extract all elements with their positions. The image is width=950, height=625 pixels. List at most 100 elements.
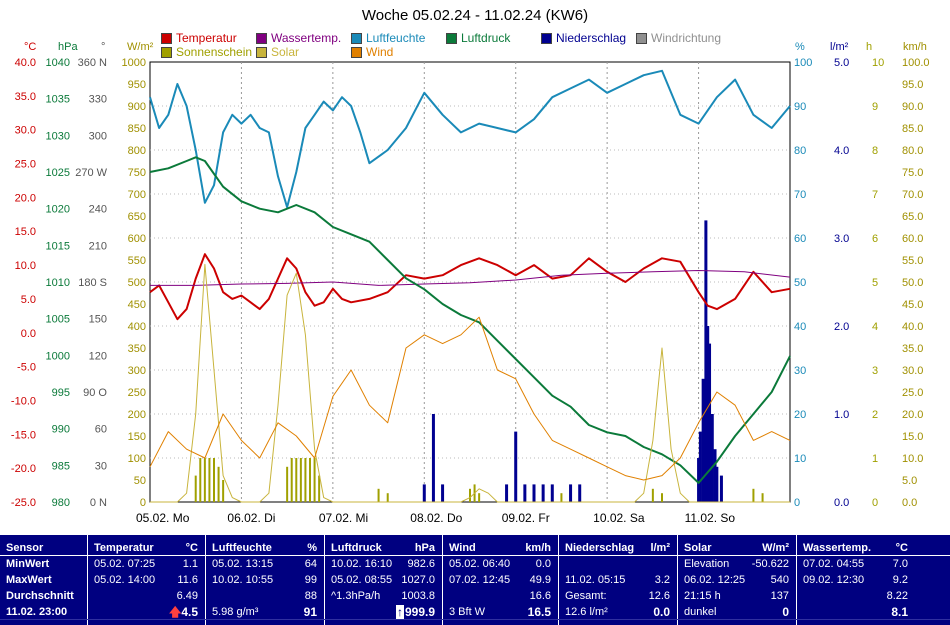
temp-avg: 6.49 <box>176 590 198 602</box>
legend-label: Temperatur <box>176 31 237 45</box>
sunshine-bar <box>752 488 755 502</box>
dir-tick-label: 150 <box>89 314 107 326</box>
solar-sun-val: 137 <box>770 590 789 602</box>
current-time: 11.02. 23:00 <box>6 606 68 618</box>
rain-bar <box>701 378 705 502</box>
rain-bar <box>713 449 717 502</box>
press-trend-label: ^1.3hPa/h <box>331 590 381 602</box>
stats-temp-col: Temperatur °C 05.02. 07:25 1.1 05.02. 14:0… <box>88 535 204 625</box>
hum-tick-label: 70 <box>794 189 806 201</box>
sunshine-bar <box>295 458 298 502</box>
rain-unit-label: l/m² <box>830 41 849 53</box>
max-label: MaxWert <box>6 574 52 586</box>
sun-tick-label: 3 <box>872 365 878 377</box>
temp-tick-label: 15.0 <box>15 226 36 238</box>
stats-table: Sensor MinWert MaxWert Durchschnitt 11.0… <box>0 535 950 625</box>
rain-bar <box>704 220 708 502</box>
sun-tick-label: 7 <box>872 189 878 201</box>
dir-tick-label: 0 N <box>90 497 107 509</box>
solar-tick-label: 900 <box>128 101 146 113</box>
wind-tick-label: 100.0 <box>902 57 930 69</box>
hum-extra: 5.98 g/m³ <box>212 606 259 618</box>
wind-tick-label: 55.0 <box>902 255 923 267</box>
dir-tick-label: 60 <box>95 424 107 436</box>
temp-unit: °C <box>185 542 198 554</box>
legend-swatch <box>161 32 172 44</box>
wind-tick-label: 15.0 <box>902 431 923 443</box>
legend-item: Wind <box>351 45 393 59</box>
wind-tick-label: 0.0 <box>902 497 917 509</box>
sunshine-bar <box>217 466 220 502</box>
wind-extra: 3 Bft W <box>449 606 486 618</box>
solar-tick-label: 150 <box>128 431 146 443</box>
wind-min-val: 0.0 <box>535 558 551 570</box>
wind-unit-label: km/h <box>903 41 927 53</box>
sunshine-bar <box>560 493 563 502</box>
sunshine-bar <box>299 458 302 502</box>
legend-label: Windrichtung <box>651 31 722 45</box>
wind-tick-label: 45.0 <box>902 299 923 311</box>
solar-tick-label: 750 <box>128 167 146 179</box>
stats-wind-col: Wind km/h 05.02. 06:40 0.0 07.02. 12:45 49.… <box>443 535 557 625</box>
rain-bar <box>719 475 723 502</box>
water-max-val: 9.2 <box>892 574 908 586</box>
sunshine-bar <box>304 458 307 502</box>
dir-tick-label: 180 S <box>78 277 107 289</box>
series-line-wind <box>149 316 791 481</box>
dir-tick-label: 300 <box>89 130 107 142</box>
wind-tick-label: 60.0 <box>902 233 923 245</box>
press-tick-label: 1035 <box>46 94 70 106</box>
temp-tick-label: 30.0 <box>15 125 36 137</box>
sunshine-bar <box>203 458 206 502</box>
press-unit: hPa <box>414 542 435 554</box>
legend-swatch <box>351 32 362 44</box>
dir-tick-label: 330 <box>89 94 107 106</box>
press-tick-label: 1015 <box>46 240 70 252</box>
rain-bar <box>569 484 573 502</box>
press-header: Luftdruck <box>331 542 382 554</box>
legend-item: Luftfeuchte <box>351 31 425 45</box>
series-lines <box>149 69 791 503</box>
sun-tick-label: 1 <box>872 453 878 465</box>
solar-tick-label: 300 <box>128 365 146 377</box>
temp-tick-label: -20.0 <box>11 463 36 475</box>
rain-bar <box>505 484 509 502</box>
press-max-time: 05.02. 08:55 <box>331 574 393 586</box>
wind-tick-label: 70.0 <box>902 189 923 201</box>
rain-max-val: 3.2 <box>654 574 670 586</box>
series-line-solar <box>150 263 790 503</box>
solar-max-time: 06.02. 12:25 <box>684 574 746 586</box>
temp-tick-label: 20.0 <box>15 192 36 204</box>
wind-tick-label: 50.0 <box>902 277 923 289</box>
press-tick-label: 980 <box>52 497 70 509</box>
sun-tick-label: 8 <box>872 145 878 157</box>
solar-header: Solar <box>684 542 712 554</box>
rain-bar <box>422 484 426 502</box>
rain-tick-label: 4.0 <box>834 145 849 157</box>
solar-tick-label: 500 <box>128 277 146 289</box>
wind-tick-label: 40.0 <box>902 321 923 333</box>
legend-item: Temperatur <box>161 31 237 45</box>
legend-swatch <box>351 46 362 58</box>
temp-tick-label: -10.0 <box>11 395 36 407</box>
temp-now: 4.5 <box>181 605 198 619</box>
press-tick-label: 985 <box>52 460 70 472</box>
legend-item: Luftdruck <box>446 31 510 45</box>
sun-unit-label: h <box>866 41 872 53</box>
rain-header: Niederschlag <box>565 542 635 554</box>
water-now: 8.1 <box>891 605 908 619</box>
solar-elev: -50.622 <box>751 558 789 570</box>
temp-tick-label: -5.0 <box>17 362 36 374</box>
solar-unit-label: W/m² <box>127 41 154 53</box>
rain-tick-label: 5.0 <box>834 57 849 69</box>
legend-item: Wassertemp. <box>256 31 341 45</box>
rain-bar <box>550 484 554 502</box>
wind-tick-label: 25.0 <box>902 387 923 399</box>
legend-swatch <box>161 46 172 58</box>
dir-tick-label: 360 N <box>78 57 107 69</box>
wind-max-val: 49.9 <box>529 574 551 586</box>
weather-chart: Woche 05.02.24 - 11.02.24 (KW6) -25.0 -20… <box>11 7 930 525</box>
solar-tick-label: 1000 <box>122 57 146 69</box>
rain-bar <box>431 414 435 502</box>
sun-tick-label: 2 <box>872 409 878 421</box>
